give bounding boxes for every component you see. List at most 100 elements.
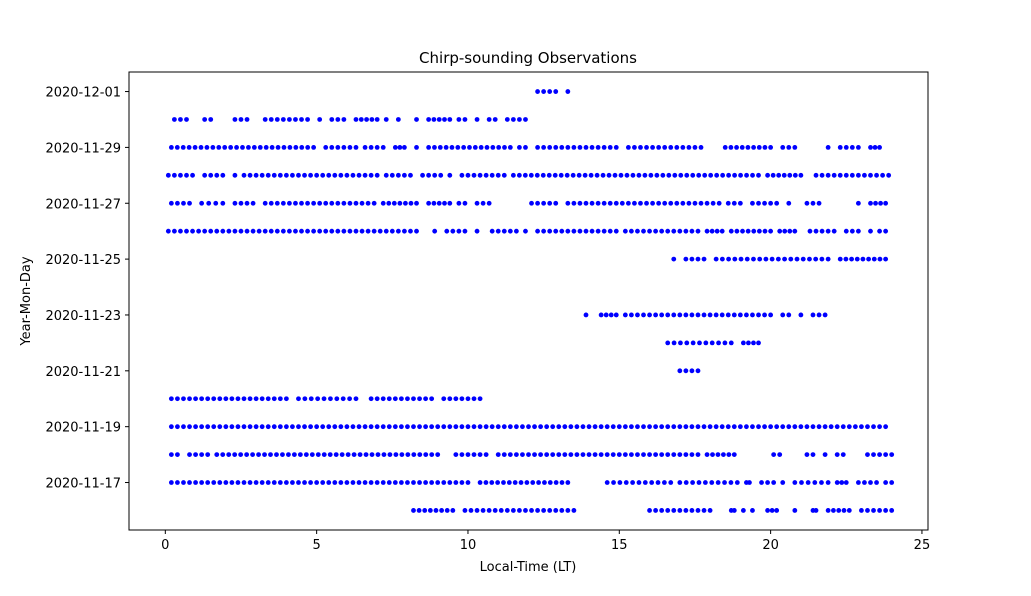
data-point [553, 508, 559, 513]
data-point [665, 452, 671, 457]
data-point [296, 396, 301, 402]
data-point [777, 452, 783, 457]
data-point [672, 172, 678, 178]
data-point [668, 200, 674, 206]
data-point [405, 396, 410, 402]
data-point [589, 145, 595, 150]
data-point [703, 340, 709, 346]
data-point [553, 89, 559, 94]
data-point [532, 424, 537, 430]
data-point [465, 172, 471, 178]
data-point [338, 172, 344, 178]
data-point [792, 228, 798, 234]
data-point [757, 256, 763, 262]
data-point [442, 117, 447, 122]
data-point [204, 145, 210, 150]
data-point [840, 452, 846, 457]
data-point [299, 145, 305, 150]
data-point [677, 452, 683, 457]
data-point [347, 200, 353, 206]
data-point [244, 200, 250, 206]
data-point [559, 480, 565, 485]
data-point [770, 172, 776, 178]
data-point [459, 480, 465, 485]
data-point [504, 117, 510, 122]
data-point [559, 508, 565, 513]
data-point [792, 508, 798, 513]
data-point [206, 200, 212, 206]
data-point [837, 172, 843, 178]
data-point [565, 200, 571, 206]
data-point [513, 424, 519, 430]
data-point [447, 396, 453, 402]
data-point [244, 228, 250, 234]
data-point [541, 228, 547, 234]
y-tick-label: 2020-12-01 [45, 86, 121, 101]
data-point [707, 312, 713, 318]
data-point [535, 145, 540, 150]
data-point [780, 312, 786, 318]
data-point [744, 172, 749, 178]
data-point [571, 508, 577, 513]
data-point [656, 200, 662, 206]
data-point [650, 145, 655, 150]
data-point [883, 200, 889, 206]
data-point [737, 200, 743, 206]
data-point [710, 452, 715, 457]
data-point [721, 452, 726, 457]
data-point [317, 200, 323, 206]
data-point [868, 200, 873, 206]
data-point [365, 200, 371, 206]
data-point [737, 424, 743, 430]
data-point [175, 396, 180, 402]
data-point [392, 145, 398, 150]
data-point [486, 200, 492, 206]
data-point [644, 145, 649, 150]
data-point [474, 228, 480, 234]
data-point [444, 228, 450, 234]
data-point [247, 396, 253, 402]
data-point [604, 480, 610, 485]
data-point [732, 256, 738, 262]
data-point [837, 145, 843, 150]
data-point [686, 200, 692, 206]
data-point [414, 117, 419, 122]
data-point [232, 228, 238, 234]
data-point [477, 480, 483, 485]
data-point [214, 452, 220, 457]
data-point [280, 117, 286, 122]
data-point [577, 145, 583, 150]
data-point [211, 480, 217, 485]
data-point [625, 145, 631, 150]
data-point [193, 396, 198, 402]
data-point [697, 340, 702, 346]
data-point [804, 452, 810, 457]
data-point [831, 508, 836, 513]
data-point [181, 200, 186, 206]
data-point [217, 480, 223, 485]
data-point [495, 452, 501, 457]
data-point [541, 508, 547, 513]
data-point [478, 145, 484, 150]
data-point [825, 508, 831, 513]
data-point [368, 396, 374, 402]
x-tick-label: 25 [914, 538, 931, 553]
data-point [277, 396, 283, 402]
data-point [535, 200, 540, 206]
data-point [290, 172, 295, 178]
data-point [187, 480, 192, 485]
data-point [535, 508, 540, 513]
data-point [862, 480, 867, 485]
data-point [462, 508, 468, 513]
data-point [720, 172, 726, 178]
data-point [308, 424, 313, 430]
data-point [381, 452, 387, 457]
data-point [781, 172, 787, 178]
data-point [389, 228, 395, 234]
data-point [315, 396, 321, 402]
data-point [865, 452, 870, 457]
data-point [759, 480, 764, 485]
data-point [332, 424, 338, 430]
data-point [883, 424, 889, 430]
data-point [872, 145, 878, 150]
